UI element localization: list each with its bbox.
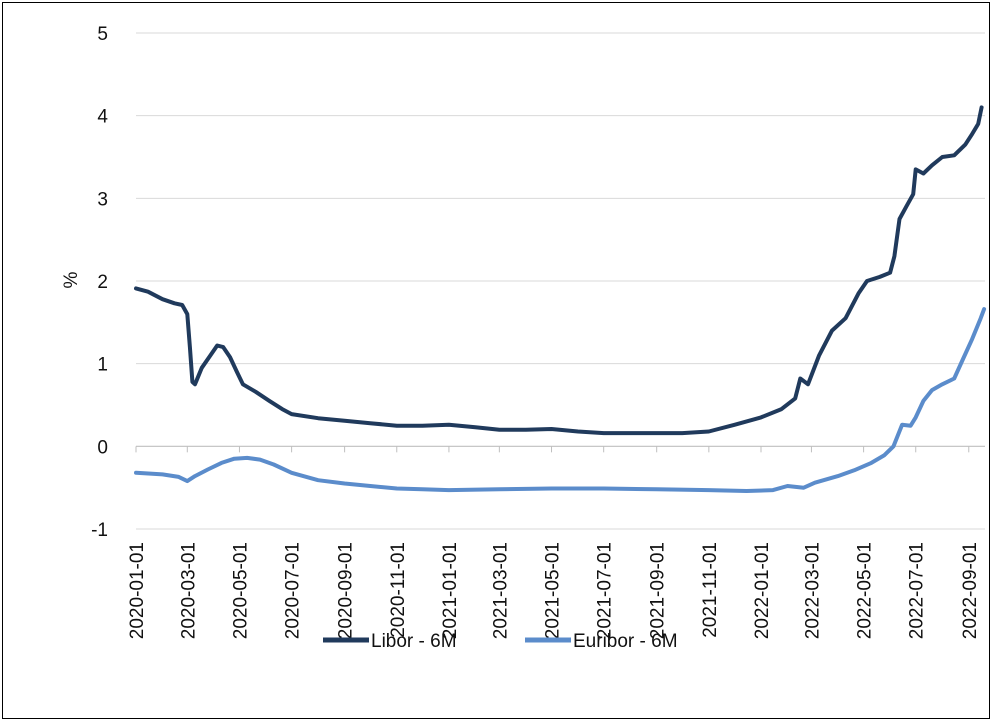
x-tick-label: 2021-09-01 bbox=[648, 542, 669, 639]
legend-label: Euribor - 6M bbox=[573, 631, 678, 652]
x-tick-label: 2021-01-01 bbox=[440, 542, 461, 639]
x-tick-label: 2020-11-01 bbox=[388, 542, 409, 638]
x-tick-label: 2022-05-01 bbox=[855, 542, 876, 639]
x-tick-label: 2022-09-01 bbox=[960, 542, 981, 639]
x-tick-label: 2020-03-01 bbox=[178, 542, 199, 639]
x-tick-label: 2020-07-01 bbox=[283, 542, 304, 639]
y-axis-title: % bbox=[61, 271, 82, 288]
x-tick-label: 2021-03-01 bbox=[490, 542, 511, 639]
gridlines bbox=[136, 32, 985, 530]
x-tick-label: 2022-01-01 bbox=[752, 542, 773, 639]
series-line-libor-6m bbox=[134, 105, 984, 436]
x-tick-label: 2021-05-01 bbox=[543, 542, 564, 639]
x-tick-label: 2020-09-01 bbox=[336, 542, 357, 639]
y-tick-label: 4 bbox=[97, 107, 108, 128]
series-lines bbox=[134, 105, 987, 493]
x-tick-label: 2020-01-01 bbox=[127, 542, 148, 639]
y-tick-label: 5 bbox=[97, 24, 108, 45]
x-tick-label: 2022-03-01 bbox=[802, 542, 823, 639]
y-tick-label: 1 bbox=[97, 355, 108, 376]
y-tick-label: 3 bbox=[97, 189, 108, 210]
series-line-euribor-6m bbox=[134, 307, 987, 493]
x-tick-labels: 2020-01-01 2020-03-01 2020-05-01 2020-07-01… bbox=[127, 446, 981, 639]
x-tick-label: 2021-11-01 bbox=[700, 542, 721, 638]
x-tick-label: 2020-05-01 bbox=[230, 542, 251, 639]
y-tick-labels: -1 0 1 2 3 4 5 bbox=[91, 24, 108, 541]
legend: Libor - 6M Euribor - 6M bbox=[323, 631, 678, 652]
legend-label: Libor - 6M bbox=[371, 631, 457, 652]
y-tick-label: 2 bbox=[97, 272, 108, 293]
x-tick-label: 2021-07-01 bbox=[595, 542, 616, 639]
y-tick-label: -1 bbox=[91, 520, 108, 541]
x-tick-label: 2022-07-01 bbox=[907, 542, 928, 639]
y-tick-label: 0 bbox=[97, 437, 108, 458]
